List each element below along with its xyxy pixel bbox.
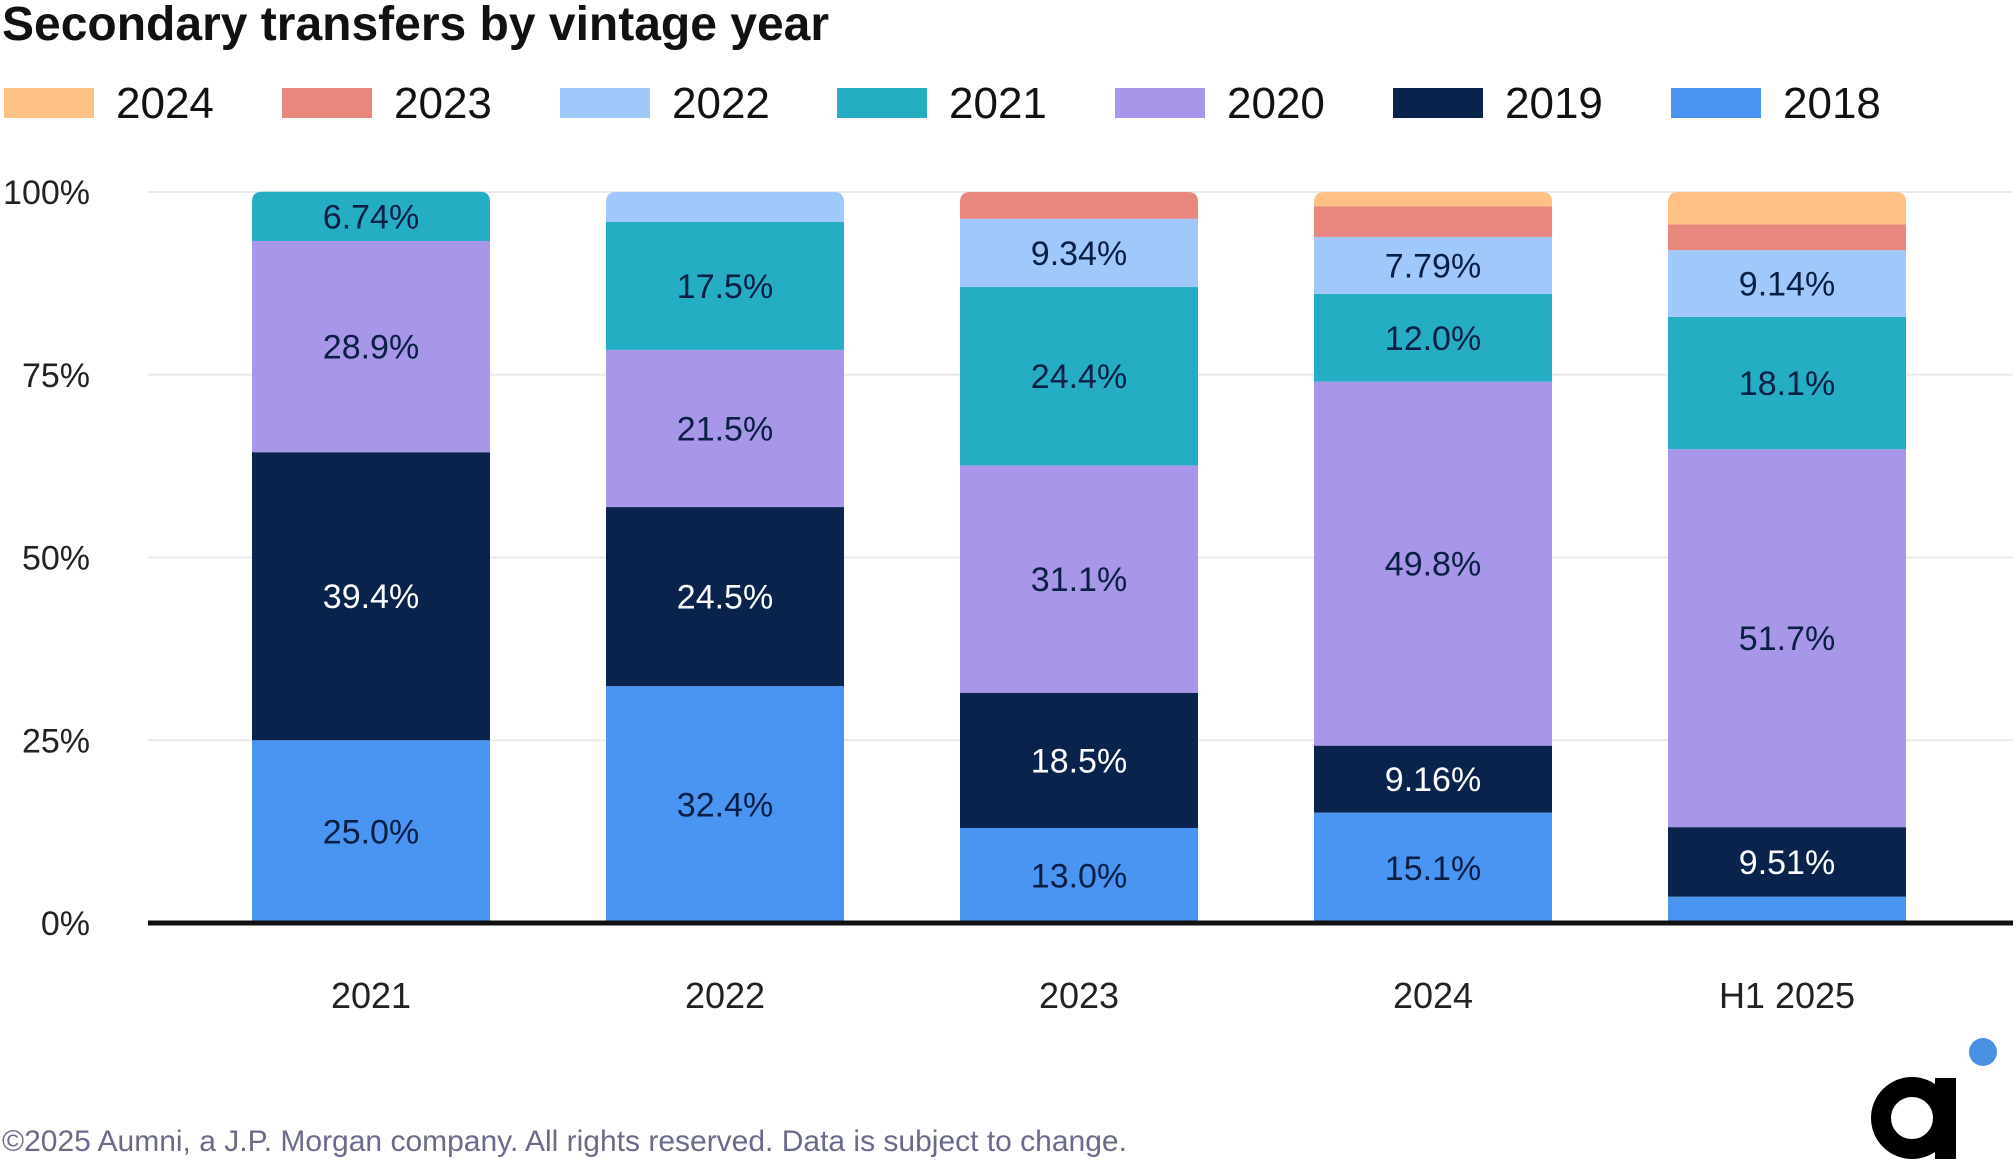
legend-label-2023: 2023 <box>394 79 492 128</box>
data-label: 15.1% <box>1385 850 1481 888</box>
x-tick-label: 2024 <box>1393 975 1473 1016</box>
bar-segment-2021 <box>960 287 1198 466</box>
bars <box>252 191 1906 923</box>
x-tick-label: 2023 <box>1039 975 1119 1016</box>
data-label: 12.0% <box>1385 320 1481 358</box>
data-label: 32.4% <box>677 787 773 825</box>
logo-bowl <box>1871 1077 1953 1159</box>
legend-swatch-2022 <box>560 88 650 118</box>
legend-label-2018: 2018 <box>1783 79 1881 128</box>
bar-segment-2024 <box>1668 192 1906 225</box>
aumni-logo-icon <box>1871 1038 1997 1159</box>
x-axis-categories: 2021 2022 2023 2024 H1 2025 <box>331 975 1855 1016</box>
x-tick-label: 2022 <box>685 975 765 1016</box>
bar-segment-2021 <box>252 191 490 241</box>
data-label: 9.34% <box>1031 235 1127 273</box>
segment-labels: 25.0% 39.4% 28.9% 6.74% 32.4% 24.5% 21.5% 17.5%… <box>323 198 1835 895</box>
bar-segment-2018 <box>252 740 490 923</box>
bar-segment-2020 <box>960 465 1198 693</box>
bar-segment-2020 <box>606 349 844 508</box>
logo-stem <box>1935 1078 1956 1159</box>
bar-segment-2020 <box>1668 449 1906 828</box>
y-tick-label: 75% <box>22 357 90 395</box>
legend-swatch-2024 <box>4 88 94 118</box>
data-label: 9.16% <box>1385 761 1481 799</box>
x-tick-label: 2021 <box>331 975 411 1016</box>
data-label: 13.0% <box>1031 857 1127 895</box>
data-label: 28.9% <box>323 329 419 367</box>
legend-swatch-2020 <box>1115 88 1205 118</box>
bar-segment-2019 <box>1668 827 1906 897</box>
bar-segment-2020 <box>1314 381 1552 746</box>
bar-segment-2018 <box>1668 896 1906 923</box>
y-tick-label: 25% <box>22 722 90 760</box>
logo-dot <box>1969 1038 1997 1066</box>
footer-copyright: ©2025 Aumni, a J.P. Morgan company. All … <box>2 1125 1127 1158</box>
data-label: 7.79% <box>1385 247 1481 285</box>
bar-segment-2022 <box>960 218 1198 288</box>
y-axis-ticks: 0% 25% 50% 75% 100% <box>3 174 90 943</box>
data-label: 6.74% <box>323 198 419 236</box>
bar-segment-2018 <box>1314 812 1552 923</box>
data-label: 9.14% <box>1739 266 1835 304</box>
bar-segment-2022 <box>1314 236 1552 294</box>
data-label: 25.0% <box>323 814 419 852</box>
bar-segment-2018 <box>960 827 1198 923</box>
chart-title: Secondary transfers by vintage year <box>2 0 829 51</box>
bar-segment-2023 <box>960 192 1198 219</box>
data-label: 49.8% <box>1385 546 1481 584</box>
bar-segment-2024 <box>1314 192 1552 207</box>
legend-swatch-2019 <box>1393 88 1483 118</box>
data-label: 51.7% <box>1739 620 1835 658</box>
legend-label-2021: 2021 <box>949 79 1047 128</box>
bar-segment-2019 <box>1314 745 1552 813</box>
bar-segment-2019 <box>606 507 844 687</box>
bar-segment-2018 <box>606 686 844 923</box>
bar-segment-2023 <box>1668 224 1906 251</box>
legend-swatch-2018 <box>1671 88 1761 118</box>
data-label: 24.5% <box>677 579 773 617</box>
bar-segment-2022 <box>1668 250 1906 317</box>
legend-swatch-2023 <box>282 88 372 118</box>
bar-segment-2021 <box>606 221 844 350</box>
bar-segment-2021 <box>1314 293 1552 382</box>
bar-segment-2022 <box>606 192 844 222</box>
data-label: 18.1% <box>1739 365 1835 403</box>
data-label: 24.4% <box>1031 358 1127 396</box>
data-label: 9.51% <box>1739 844 1835 882</box>
legend-label-2024: 2024 <box>116 79 214 128</box>
data-label: 17.5% <box>677 268 773 306</box>
bar-segment-2019 <box>252 452 490 741</box>
bar-segment-2020 <box>252 240 490 453</box>
legend-swatch-2021 <box>837 88 927 118</box>
bar-segment-2019 <box>960 692 1198 828</box>
legend-label-2020: 2020 <box>1227 79 1325 128</box>
y-tick-label: 100% <box>3 174 90 212</box>
data-label: 18.5% <box>1031 742 1127 780</box>
x-tick-label: H1 2025 <box>1719 975 1855 1016</box>
data-label: 21.5% <box>677 410 773 448</box>
legend: 2024 2023 2022 2021 2020 2019 2018 <box>4 79 1881 128</box>
y-tick-label: 50% <box>22 540 90 578</box>
bar-segment-2023 <box>1314 206 1552 237</box>
y-tick-label: 0% <box>41 905 90 943</box>
legend-label-2022: 2022 <box>672 79 770 128</box>
data-label: 39.4% <box>323 578 419 616</box>
data-label: 31.1% <box>1031 561 1127 599</box>
bar-segment-2021 <box>1668 316 1906 450</box>
legend-label-2019: 2019 <box>1505 79 1603 128</box>
